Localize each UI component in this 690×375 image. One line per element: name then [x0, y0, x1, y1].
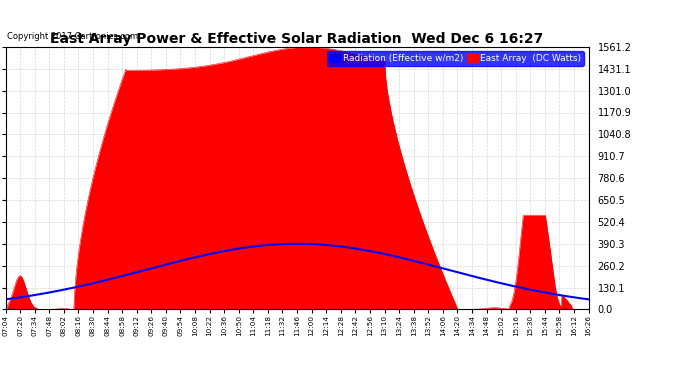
Title: East Array Power & Effective Solar Radiation  Wed Dec 6 16:27: East Array Power & Effective Solar Radia…: [50, 32, 544, 46]
Legend: Radiation (Effective w/m2), East Array  (DC Watts): Radiation (Effective w/m2), East Array (…: [326, 51, 584, 66]
Text: Copyright 2017 Cartronics.com: Copyright 2017 Cartronics.com: [7, 32, 138, 41]
